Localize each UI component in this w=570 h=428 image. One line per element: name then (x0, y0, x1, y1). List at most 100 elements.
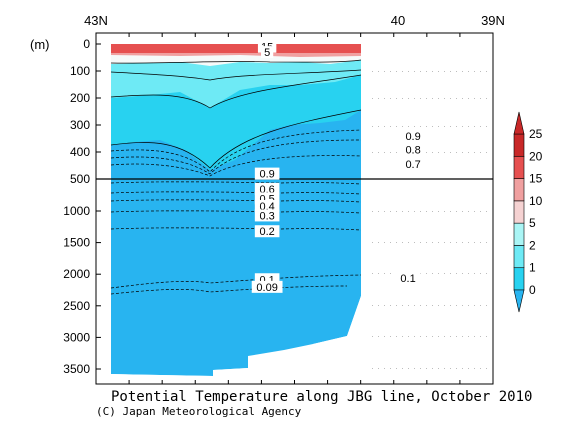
grid-dot (384, 152, 385, 153)
grid-dot (378, 211, 379, 212)
grid-dot (408, 242, 409, 243)
grid-dot (486, 336, 487, 337)
grid-dot (468, 126, 469, 127)
grid-dot (474, 305, 475, 306)
grid-dot (384, 71, 385, 72)
y-tick-label: 3000 (63, 330, 90, 344)
colorbar-segment (513, 178, 525, 202)
grid-dot (402, 71, 403, 72)
colorbar-tick-label: 25 (529, 127, 543, 141)
grid-dot (474, 98, 475, 99)
grid-dot (420, 368, 421, 369)
grid-dot (408, 368, 409, 369)
chart-credit: (C) Japan Meteorological Agency (96, 405, 302, 418)
seafloor-mask (111, 296, 361, 380)
grid-dot (396, 152, 397, 153)
colorbar-tick-label: 10 (529, 194, 543, 208)
grid-dot (456, 305, 457, 306)
colorbar-min-arrow (513, 289, 525, 313)
grid-dot (462, 152, 463, 153)
y-tick-label: 2000 (63, 267, 90, 281)
grid-dot (450, 368, 451, 369)
contour-label: 0.9 (259, 169, 274, 181)
grid-dot (384, 368, 385, 369)
grid-dot (420, 336, 421, 337)
grid-dot (480, 242, 481, 243)
grid-dot (480, 71, 481, 72)
grid-dot (420, 71, 421, 72)
grid-dot (426, 152, 427, 153)
contour-line (110, 74, 362, 109)
grid-dot (438, 98, 439, 99)
contour-label-bg (400, 143, 426, 156)
grid-dot (450, 336, 451, 337)
contour-label-bg (400, 129, 426, 142)
contour-label: 0.8 (405, 144, 420, 156)
grid-dot (462, 71, 463, 72)
grid-dot (432, 368, 433, 369)
grid-dot (486, 368, 487, 369)
grid-dot (474, 152, 475, 153)
grid-dot (408, 126, 409, 127)
grid-dot (414, 336, 415, 337)
grid-dot (456, 273, 457, 274)
colorbar-tick-label: 20 (529, 149, 543, 163)
contour-label-bg (254, 182, 280, 195)
grid-dot (438, 273, 439, 274)
grid-dot (372, 273, 373, 274)
surface-warm-band (111, 44, 361, 53)
grid-dot (390, 152, 391, 153)
grid-dot (456, 368, 457, 369)
grid-dot (450, 71, 451, 72)
grid-dot (474, 126, 475, 127)
grid-dot (426, 126, 427, 127)
chart-title: Potential Temperature along JBG line, Oc… (111, 389, 532, 405)
grid-dot (480, 98, 481, 99)
grid-dot (474, 336, 475, 337)
grid-dot (390, 368, 391, 369)
contour-line (110, 69, 362, 81)
x-tick-label: 39N (481, 13, 505, 28)
grid-dot (372, 336, 373, 337)
grid-dot (426, 273, 427, 274)
grid-dot (450, 273, 451, 274)
grid-dot (372, 368, 373, 369)
grid-dot (384, 98, 385, 99)
grid-dot (378, 305, 379, 306)
grid-dot (468, 71, 469, 72)
y-tick-label: 3500 (63, 362, 90, 376)
grid-dot (402, 98, 403, 99)
grid-dot (462, 305, 463, 306)
grid-dot (456, 98, 457, 99)
grid-dot (468, 336, 469, 337)
grid-dot (420, 98, 421, 99)
grid-dot (390, 305, 391, 306)
grid-dot (390, 242, 391, 243)
grid-dot (450, 242, 451, 243)
grid-dot (438, 336, 439, 337)
grid-dot (444, 336, 445, 337)
contour-line (110, 285, 348, 295)
grid-dot (420, 211, 421, 212)
grid-dot (378, 126, 379, 127)
grid-dot (372, 98, 373, 99)
grid-dot (444, 98, 445, 99)
grid-dot (462, 98, 463, 99)
grid-dot (480, 211, 481, 212)
colorbar-segment (513, 133, 525, 157)
grid-dot (426, 211, 427, 212)
y-axis-label: (m) (30, 37, 50, 52)
grid-dot (378, 336, 379, 337)
grid-dot (456, 71, 457, 72)
grid-dot (462, 273, 463, 274)
y-tick-label: 200 (70, 91, 90, 105)
colorbar-tick-label: 2 (529, 238, 536, 252)
grid-dot (402, 336, 403, 337)
grid-dot (372, 242, 373, 243)
grid-dot (426, 368, 427, 369)
grid-dot (438, 368, 439, 369)
contour-label: 0.7 (405, 159, 420, 171)
grid-dot (420, 242, 421, 243)
grid-dot (468, 305, 469, 306)
